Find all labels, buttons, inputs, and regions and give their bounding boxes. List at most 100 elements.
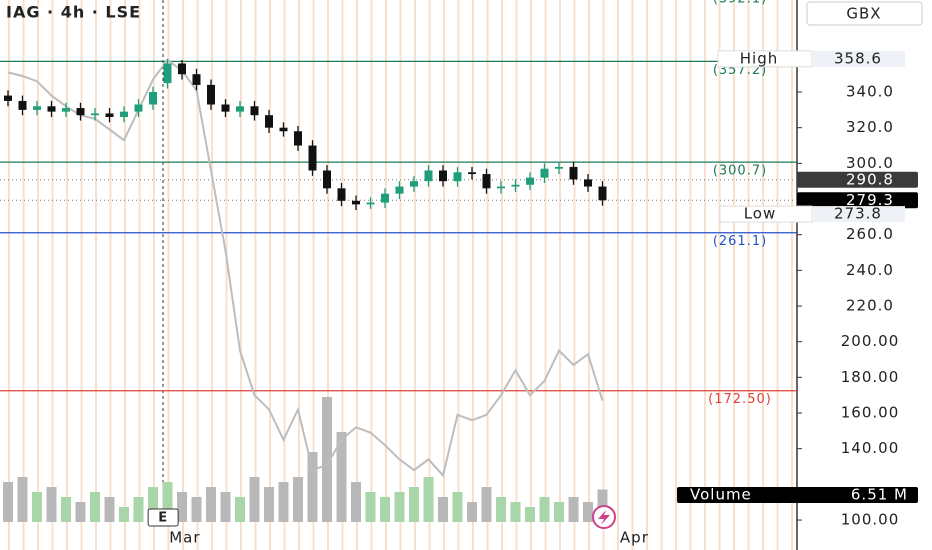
candle-body [91, 113, 99, 116]
candle-body [352, 200, 360, 205]
x-tick-label: Apr [620, 529, 649, 547]
candle-body [4, 95, 12, 101]
candle-body [163, 63, 172, 84]
volume-bar [365, 492, 376, 522]
tag-value: 358.6 [834, 49, 882, 67]
volume-bar [583, 502, 593, 522]
alert-bolt [598, 510, 610, 525]
volume-bar [467, 502, 477, 522]
volume-bar [104, 497, 115, 522]
volume-bar [133, 497, 144, 522]
candle-body [439, 170, 447, 182]
volume-bar [249, 477, 260, 522]
comparison-line [7, 58, 604, 478]
event-label: E [158, 511, 168, 526]
volume-bar [119, 507, 129, 522]
candle-body [497, 186, 505, 189]
candle-body [598, 186, 607, 201]
level-label: (300.7) [713, 164, 767, 179]
volume-bar [539, 497, 550, 522]
candle-body [279, 127, 288, 132]
y-tick-label: 100.00 [841, 511, 900, 529]
volume-bar [162, 482, 173, 522]
y-tick-label: 340.0 [846, 83, 894, 101]
tag-value-box [812, 206, 905, 223]
volume-bar [191, 497, 202, 522]
y-tick-label: 220.0 [846, 297, 894, 315]
volume-bar [380, 497, 390, 522]
volume-bar [148, 487, 158, 522]
candle-body [584, 179, 592, 187]
currency[interactable]: GBX [846, 5, 881, 23]
price-tag-box [797, 192, 918, 209]
volume-bar [75, 502, 86, 522]
candle-body [424, 170, 433, 182]
candle-body [120, 111, 128, 117]
level-label: (172.50) [708, 392, 772, 407]
price-tag: 279.3 [846, 191, 894, 209]
volume-bar [409, 487, 419, 522]
candle-body [540, 168, 549, 178]
symbol-title: IAG · 4h · LSE [6, 3, 141, 22]
candle-body [62, 108, 70, 112]
candle-body [265, 115, 273, 128]
tag-name: Low [744, 205, 777, 223]
volume-bar [293, 477, 303, 522]
y-tick-label: 240.0 [846, 261, 894, 279]
candle-body [18, 100, 27, 110]
volume-bar [264, 487, 274, 522]
volume-bar [394, 492, 405, 522]
candle-body [178, 63, 186, 75]
level-label: (261.1) [713, 234, 767, 249]
candle-body [395, 186, 404, 194]
candle-body [453, 172, 462, 182]
volume-bar [423, 477, 434, 522]
volume-bar [3, 482, 13, 522]
candle-body [323, 170, 331, 189]
volume-bar [17, 477, 28, 522]
candle-body [569, 166, 578, 180]
candle-body [308, 145, 317, 171]
price-tag-box [797, 171, 918, 188]
candle-body [47, 106, 56, 112]
volume-bar [554, 502, 564, 522]
y-tick-label: 300.0 [846, 154, 894, 172]
level-label: (392.1) [713, 0, 767, 7]
candle-body [76, 108, 85, 116]
volume-bar [481, 487, 492, 522]
candle-body [366, 202, 375, 205]
candle-body [134, 104, 143, 112]
volume-value: 6.51 M [851, 486, 908, 504]
candle-body [381, 193, 389, 203]
volume-bar [351, 482, 361, 522]
volume-bar [568, 497, 579, 522]
candle-body [105, 113, 114, 117]
volume-bar [336, 432, 347, 522]
y-tick-label: 260.0 [846, 225, 894, 243]
volume-bar [525, 507, 535, 522]
tag-value-box [812, 50, 905, 67]
y-tick-label: 200.00 [841, 332, 900, 350]
volume-bar [278, 482, 289, 522]
candle-body [294, 131, 302, 146]
volume-bar [177, 492, 187, 522]
candle-body [410, 181, 418, 187]
tag-name: High [740, 49, 778, 67]
volume-name: Volume [690, 486, 752, 504]
x-tick-label: Mar [169, 529, 200, 547]
session-stripes [0, 0, 797, 550]
volume-bar [46, 487, 57, 522]
volume-bar [90, 492, 100, 522]
volume-label-box [677, 487, 918, 503]
currency-box[interactable] [806, 1, 923, 26]
candle-body [555, 166, 563, 169]
candle-body [207, 84, 215, 105]
y-tick-label: 320.0 [846, 118, 894, 136]
y-tick-label: 140.00 [841, 439, 900, 457]
candle-body [526, 177, 534, 185]
candle-body [236, 106, 244, 112]
volume-bar [307, 452, 318, 522]
candle-body [149, 92, 157, 105]
volume-bar [220, 492, 231, 522]
